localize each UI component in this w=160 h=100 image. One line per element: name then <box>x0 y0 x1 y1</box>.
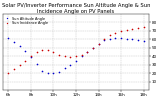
Legend: Sun Altitude Angle, Sun Incidence Angle: Sun Altitude Angle, Sun Incidence Angle <box>4 16 49 26</box>
Title: Solar PV/Inverter Performance Sun Altitude Angle & Sun Incidence Angle on PV Pan: Solar PV/Inverter Performance Sun Altitu… <box>2 3 150 14</box>
